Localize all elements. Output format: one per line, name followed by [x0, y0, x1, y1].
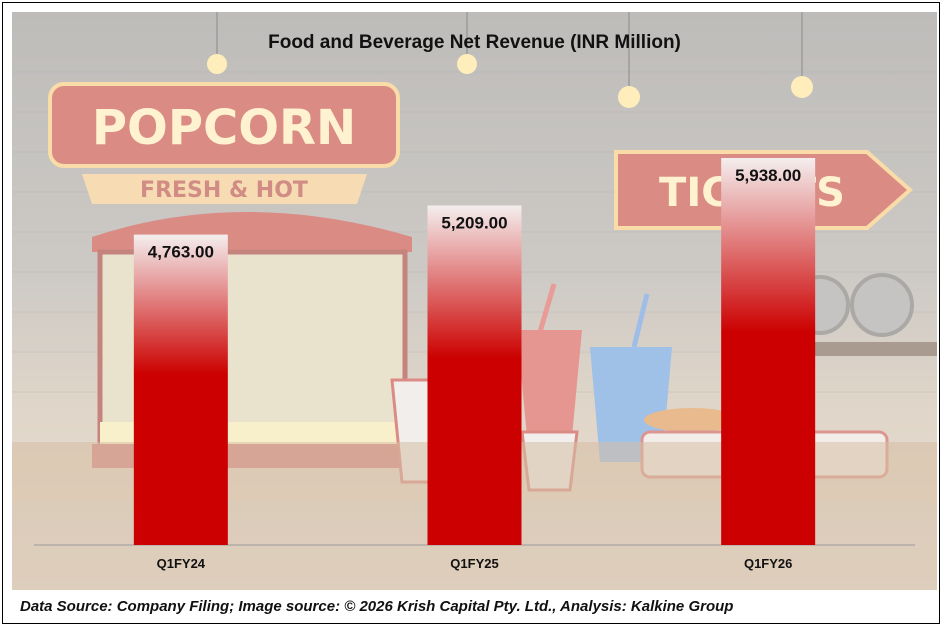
value-label-q1fy25: 5,209.00 — [441, 214, 507, 233]
bar-chart: 4,763.00 5,209.00 5,938.00 Q1FY24 Q1FY25 Q1F… — [34, 158, 915, 571]
chart-title: Food and Beverage Net Revenue (INR Milli… — [268, 32, 681, 53]
popcorn-sign: POPCORN FRESH & HOT — [48, 82, 400, 204]
fresh-hot-text: FRESH & HOT — [140, 178, 308, 203]
data-source-footnote: Data Source: Company Filing; Image sourc… — [20, 598, 734, 615]
x-tick-label-q1fy26: Q1FY26 — [744, 556, 792, 571]
plot-area: POPCORN FRESH & HOT TICKETS — [12, 12, 937, 590]
bar-q1fy25 — [427, 205, 522, 545]
x-tick-label-q1fy25: Q1FY25 — [450, 556, 498, 571]
x-tick-label-q1fy24: Q1FY24 — [157, 556, 206, 571]
popcorn-sign-text: POPCORN — [92, 100, 356, 156]
bar-q1fy26 — [721, 158, 816, 545]
value-label-q1fy24: 4,763.00 — [148, 243, 214, 262]
bar-q1fy24 — [133, 234, 228, 546]
value-label-q1fy26: 5,938.00 — [735, 166, 801, 185]
hanging-lamps — [207, 12, 813, 108]
